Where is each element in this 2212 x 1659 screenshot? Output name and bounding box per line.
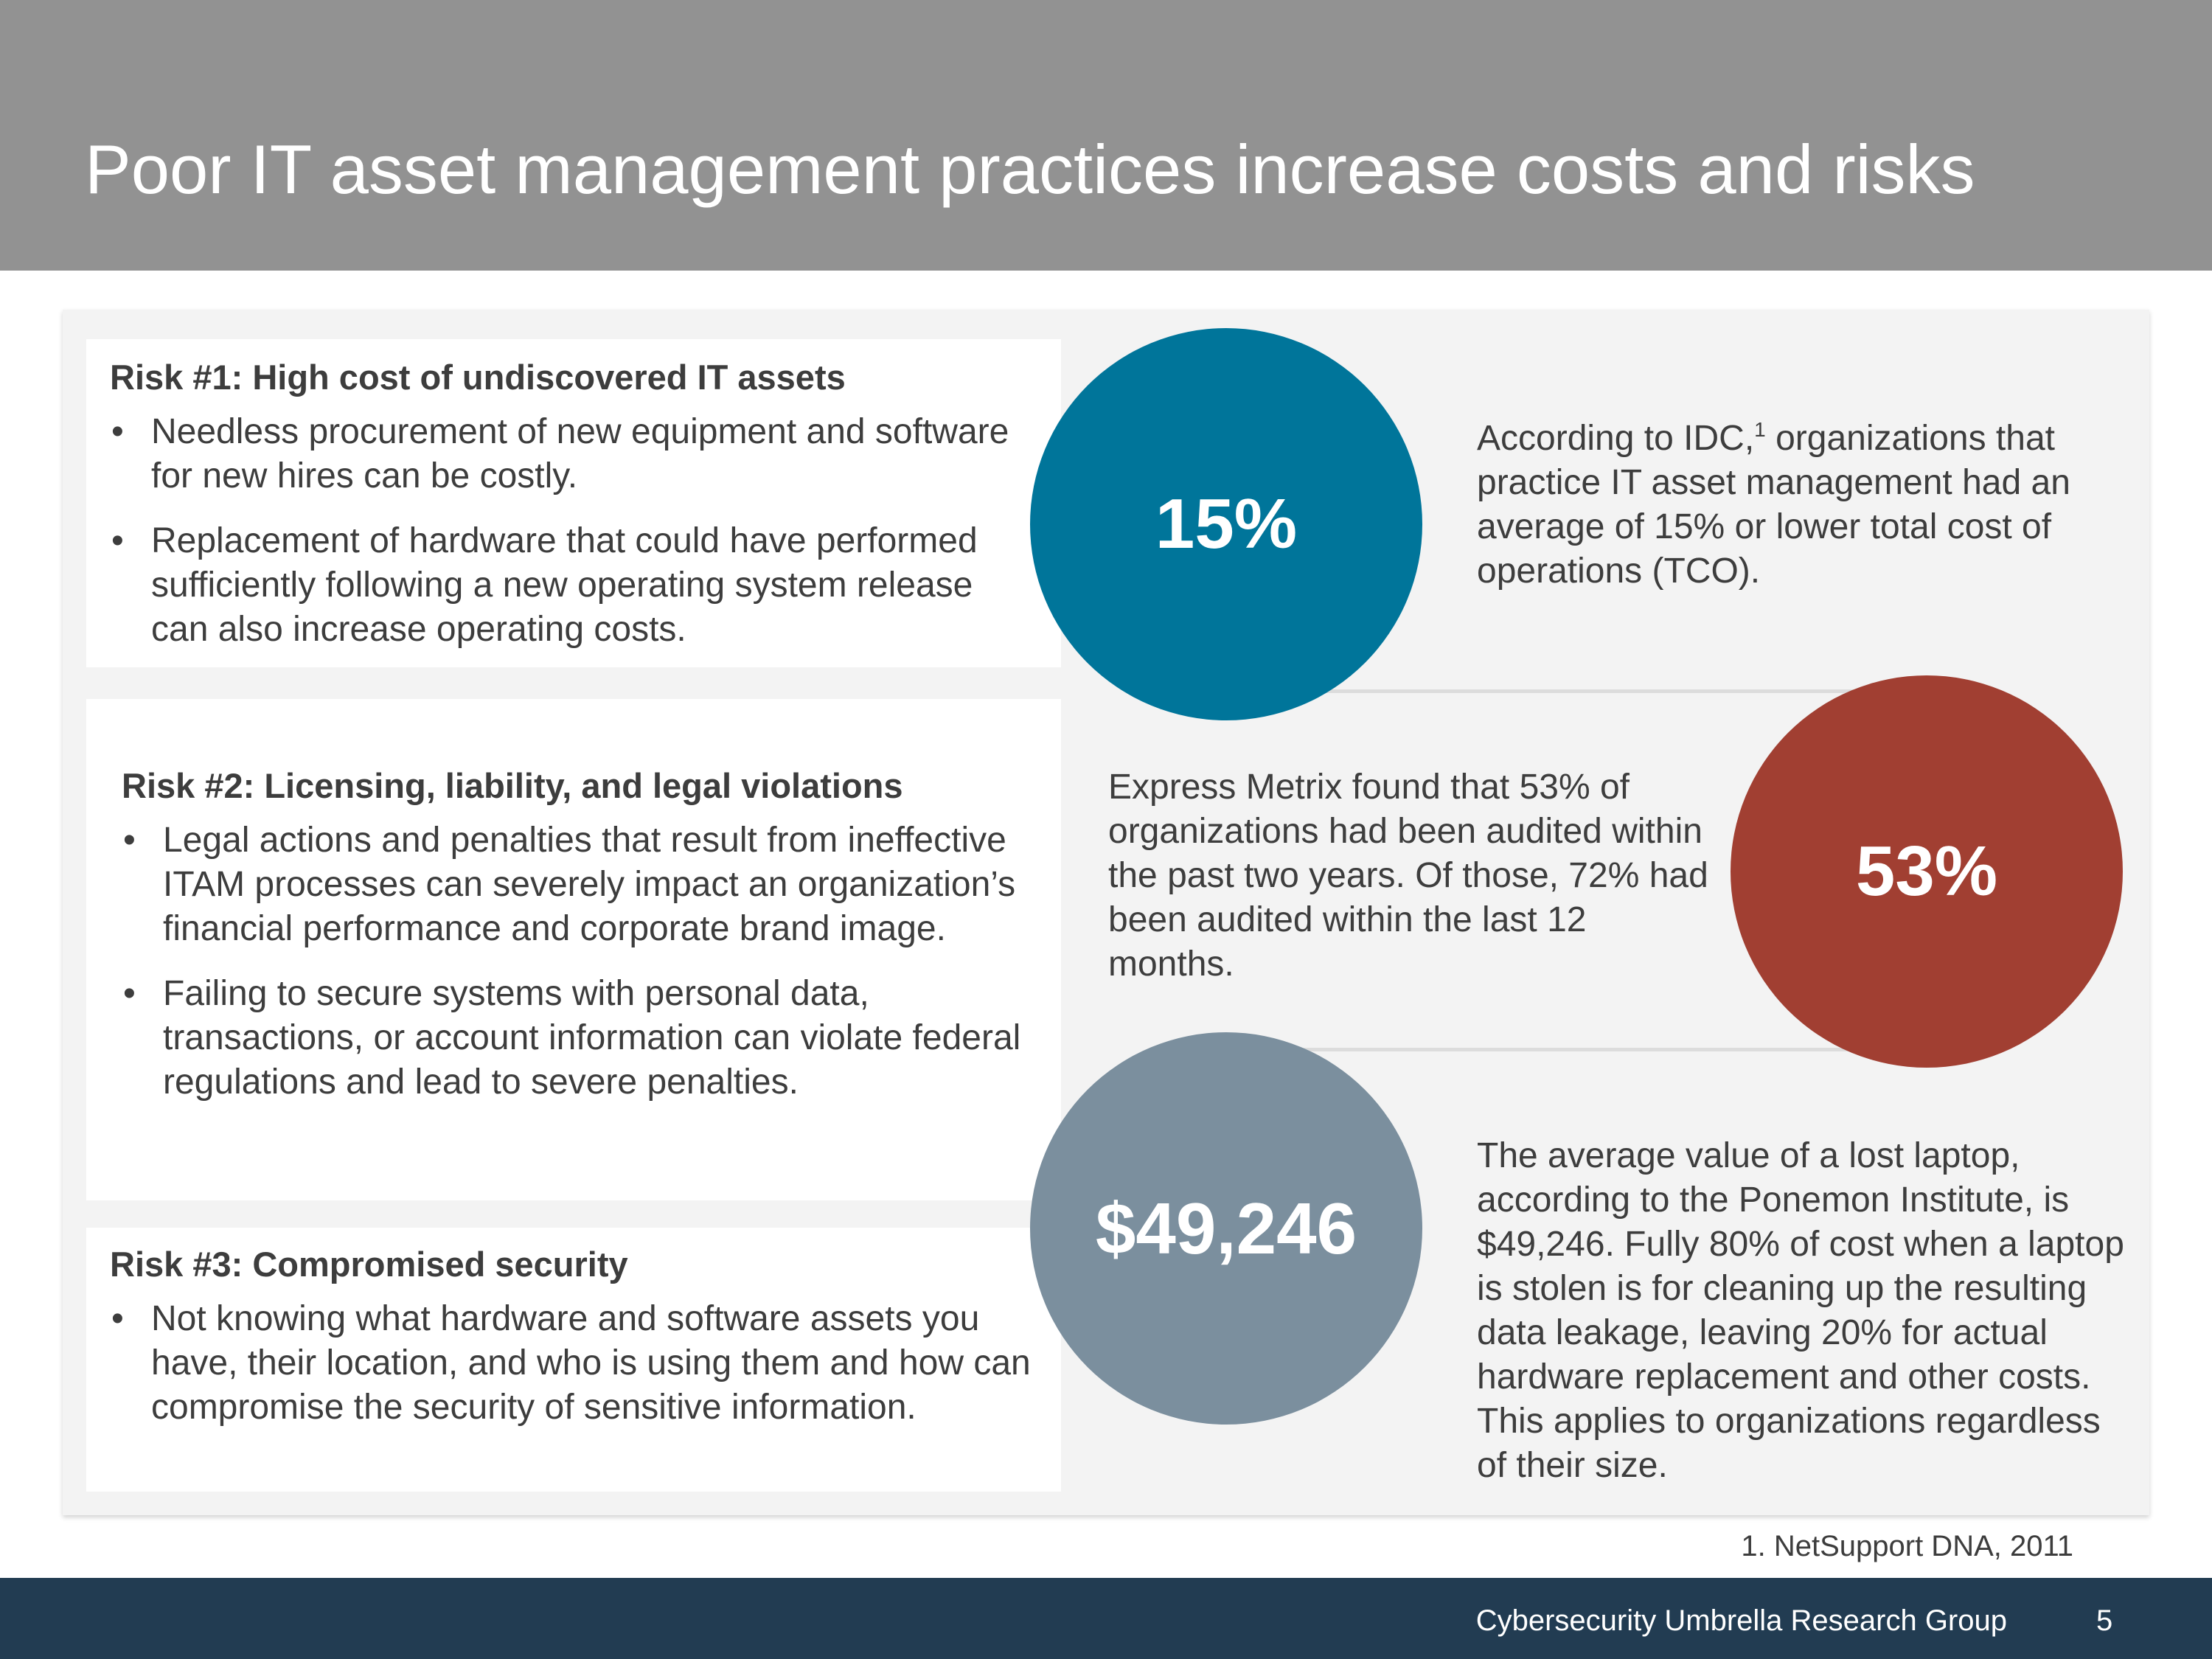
bullet-text: Needless procurement of new equipment an… [151, 412, 1009, 495]
risk-box-3: Risk #3: Compromised security • Not knowi… [86, 1228, 1061, 1492]
bullet-text: Legal actions and penalties that result … [163, 821, 1016, 948]
stat-value: $49,246 [1095, 1187, 1357, 1269]
risk-heading: Risk #2: Licensing, liability, and legal… [122, 766, 903, 805]
bullet-icon: • [111, 412, 124, 451]
risk-heading: Risk #3: Compromised security [110, 1245, 628, 1284]
title-bar [0, 0, 2212, 271]
stat-circle-15-percent: 15% [1030, 328, 1422, 720]
footnote: 1. NetSupport DNA, 2011 [1741, 1530, 2073, 1562]
list-item: • Legal actions and penalties that result… [122, 818, 1039, 951]
footer-bar [0, 1578, 2212, 1659]
list-item: • Needless procurement of new equipment a… [110, 410, 1039, 498]
stat-divider [1217, 689, 1954, 693]
stat-circle-laptop-value: $49,246 [1030, 1032, 1422, 1425]
bullet-icon: • [123, 974, 136, 1013]
stat-description-3: The average value of a lost laptop, acco… [1477, 1136, 2124, 1485]
bullet-icon: • [123, 821, 136, 860]
bullet-icon: • [111, 1299, 124, 1338]
stat-description-1: According to IDC,1 organizations that pr… [1477, 417, 2126, 594]
list-item: • Replacement of hardware that could have… [110, 519, 1039, 652]
stat-circle-53-percent: 53% [1731, 675, 2123, 1068]
footnote-reference: 1 [1754, 418, 1766, 441]
bullet-text: Not knowing what hardware and software a… [151, 1299, 1031, 1427]
risk-bullet-list: • Not knowing what hardware and software … [110, 1297, 1039, 1430]
risk-bullet-list: • Needless procurement of new equipment a… [110, 410, 1039, 652]
footer-organization: Cybersecurity Umbrella Research Group [1475, 1604, 2007, 1637]
stat-value: 15% [1155, 484, 1298, 563]
page-number: 5 [2096, 1604, 2113, 1637]
risk-bullet-list: • Legal actions and penalties that result… [122, 818, 1039, 1105]
bullet-icon: • [111, 521, 124, 560]
stat-text-part: According to IDC, [1477, 419, 1755, 458]
slide-title: Poor IT asset management practices incre… [85, 131, 1975, 208]
list-item: • Not knowing what hardware and software … [110, 1297, 1039, 1430]
stat-value: 53% [1855, 832, 1998, 911]
stat-text-part: organizations that practice IT asset man… [1477, 419, 2070, 591]
bullet-text: Failing to secure systems with personal … [163, 974, 1021, 1102]
list-item: • Failing to secure systems with personal… [122, 972, 1039, 1105]
risk-box-1: Risk #1: High cost of undiscovered IT as… [86, 339, 1061, 667]
risk-heading: Risk #1: High cost of undiscovered IT as… [110, 358, 846, 397]
stat-description-2: Express Metrix found that 53% of organiz… [1108, 768, 1708, 984]
risk-box-2: Risk #2: Licensing, liability, and legal… [86, 699, 1061, 1200]
stat-divider [1217, 1048, 1954, 1051]
bullet-text: Replacement of hardware that could have … [151, 521, 978, 649]
